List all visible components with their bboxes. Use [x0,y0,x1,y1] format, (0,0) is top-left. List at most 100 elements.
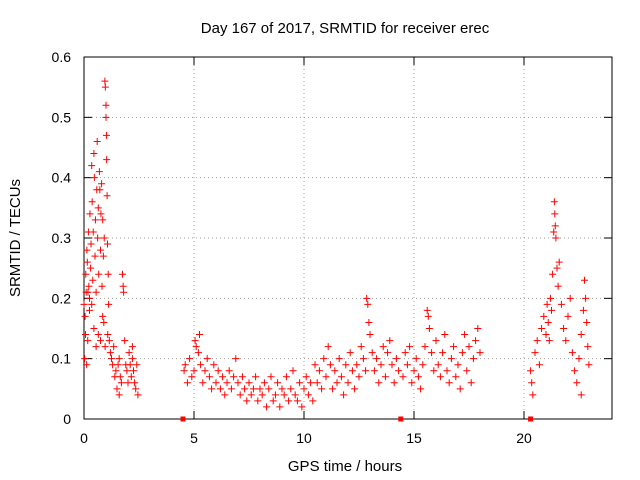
data-point [298,403,306,411]
data-point [90,325,98,332]
data-point [95,270,103,278]
data-point [95,168,103,176]
data-point [210,361,218,369]
data-point [84,288,92,296]
data-point [582,294,590,302]
data-point [216,385,224,393]
data-point [552,234,560,242]
data-point [370,367,378,375]
data-point [554,282,562,290]
data-point [392,355,400,363]
data-point [472,337,480,345]
data-point [342,361,350,369]
data-point [234,379,242,387]
data-point [83,361,91,369]
data-point [194,349,202,357]
data-point [584,343,592,351]
data-point [282,373,290,381]
data-point [296,379,304,387]
data-point [101,83,109,91]
data-point [191,337,199,345]
data-point [573,379,581,387]
data-point [267,373,275,381]
data-point [412,355,420,363]
data-point [428,349,436,357]
y-tick-label: 0.2 [52,290,72,306]
y-tick-label: 0.3 [52,230,72,246]
data-point [238,373,246,381]
data-point [375,379,383,387]
data-point [92,343,100,351]
data-point [106,349,114,357]
data-point [368,349,376,357]
data-point [254,397,262,405]
data-point [545,337,553,345]
data-point [463,367,471,375]
data-point [346,349,354,357]
data-point [364,300,372,308]
data-point [333,379,341,387]
data-point [557,300,565,308]
data-point [130,367,137,375]
data-point [562,337,570,345]
data-point [104,270,112,278]
data-point [326,361,334,369]
x-tick-label: 10 [296,430,312,446]
data-point [94,204,102,212]
data-point [577,331,585,339]
data-point [205,373,213,381]
data-point [87,264,95,272]
data-point [252,373,260,381]
data-point [550,228,558,236]
data-point [269,397,277,405]
data-point [119,282,127,290]
data-point [192,343,200,351]
data-point [212,379,220,387]
data-point [116,373,124,381]
data-point [97,337,104,345]
data-point [103,192,111,200]
data-point [408,379,416,387]
data-point [474,325,482,332]
data-point [543,300,551,308]
data-point [97,246,104,254]
data-point [225,367,233,375]
data-point [201,367,209,375]
data-point [245,379,253,387]
data-point [102,113,110,121]
data-point [452,373,460,381]
data-point [362,367,370,375]
data-point [102,101,110,109]
data-point [186,355,194,363]
data-point [88,300,96,308]
data-point [221,391,229,399]
data-point [117,379,125,387]
data-point [86,306,93,314]
data-point [560,325,568,332]
data-point [544,318,552,326]
data-point [467,379,475,387]
data-point [125,349,133,357]
data-point [476,349,484,357]
data-point [104,240,112,248]
data-point [258,391,266,399]
data-point [555,258,563,266]
data-point [443,367,451,375]
data-point [300,385,308,393]
data-point [128,355,136,363]
data-point [331,367,339,375]
data-point [439,349,447,357]
data-point [311,361,319,369]
data-point [421,343,429,351]
data-point [417,385,425,393]
data-point [276,403,284,411]
data-point [366,331,374,339]
data-point [287,385,295,393]
data-point [101,77,109,85]
data-point [81,355,89,363]
data-point [424,312,432,320]
data-point [114,361,122,369]
data-point [197,361,205,369]
data-point [115,391,123,399]
zero-markers [180,416,534,422]
